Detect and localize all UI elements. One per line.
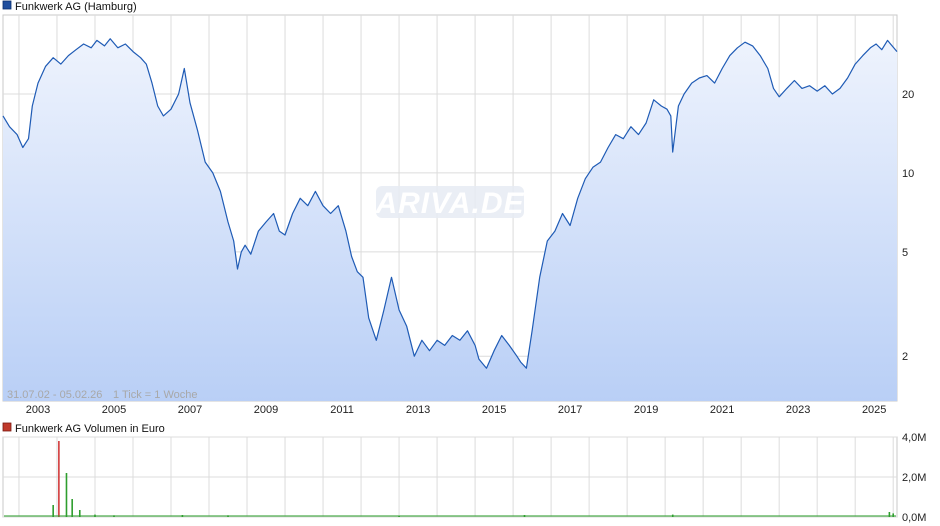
- price-y-tick-label: 5: [902, 247, 908, 259]
- price-x-tick-label: 2003: [26, 404, 50, 416]
- volume-grid: [2, 436, 898, 518]
- watermark: ARIVA.DE: [374, 186, 524, 220]
- price-x-tick-label: 2017: [558, 404, 582, 416]
- volume-legend: Funkwerk AG Volumen in Euro: [2, 422, 165, 435]
- price-x-tick-label: 2025: [862, 404, 886, 416]
- volume-bar: [888, 512, 891, 517]
- price-line-layer: [2, 38, 898, 369]
- price-legend: Funkwerk AG (Hamburg): [2, 0, 137, 13]
- volume-bar: [58, 441, 60, 517]
- price-legend-label: Funkwerk AG (Hamburg): [15, 1, 137, 13]
- volume-y-tick-label: 2,0M: [902, 472, 926, 484]
- volume-legend-label: Funkwerk AG Volumen in Euro: [15, 423, 165, 435]
- volume-legend-swatch: [2, 422, 12, 432]
- price-x-tick-label: 2013: [406, 404, 430, 416]
- price-x-tick-label: 2015: [482, 404, 506, 416]
- volume-bar: [52, 505, 54, 517]
- price-x-tick-label: 2009: [254, 404, 278, 416]
- price-x-tick-label: 2019: [634, 404, 658, 416]
- volume-bar: [65, 473, 68, 517]
- tick-interval-label: 1 Tick = 1 Woche: [113, 389, 197, 401]
- price-y-tick-label: 2: [902, 351, 908, 363]
- volume-bar: [892, 513, 894, 517]
- price-area-layer: [3, 38, 897, 401]
- price-x-tick-label: 2007: [178, 404, 202, 416]
- price-area: [3, 38, 897, 401]
- price-line: [2, 38, 898, 369]
- watermark-plate: [376, 186, 524, 218]
- price-x-tick-label: 2023: [786, 404, 810, 416]
- price-y-axis: 20 10 5 2: [902, 89, 914, 363]
- volume-bar: [71, 499, 73, 517]
- price-x-axis: 2003 2005 2007 2009 2011 2013 2015 2017 2019 2021…: [26, 404, 887, 416]
- price-x-tick-label: 2011: [330, 404, 354, 416]
- volume-y-tick-label: 4,0M: [902, 432, 926, 444]
- price-y-tick-label: 20: [902, 89, 914, 101]
- price-legend-swatch: [2, 0, 12, 10]
- volume-bar: [78, 510, 81, 517]
- price-x-tick-label: 2005: [102, 404, 126, 416]
- volume-y-axis: 4,0M 2,0M 0,0M: [902, 432, 926, 524]
- volume-bars: [4, 441, 896, 517]
- price-x-tick-label: 2021: [710, 404, 734, 416]
- price-y-tick-label: 10: [902, 168, 914, 180]
- date-range-label: 31.07.02 - 05.02.26: [7, 389, 102, 401]
- volume-y-tick-label: 0,0M: [902, 512, 926, 524]
- watermark-text: ARIVA.DE: [374, 187, 524, 220]
